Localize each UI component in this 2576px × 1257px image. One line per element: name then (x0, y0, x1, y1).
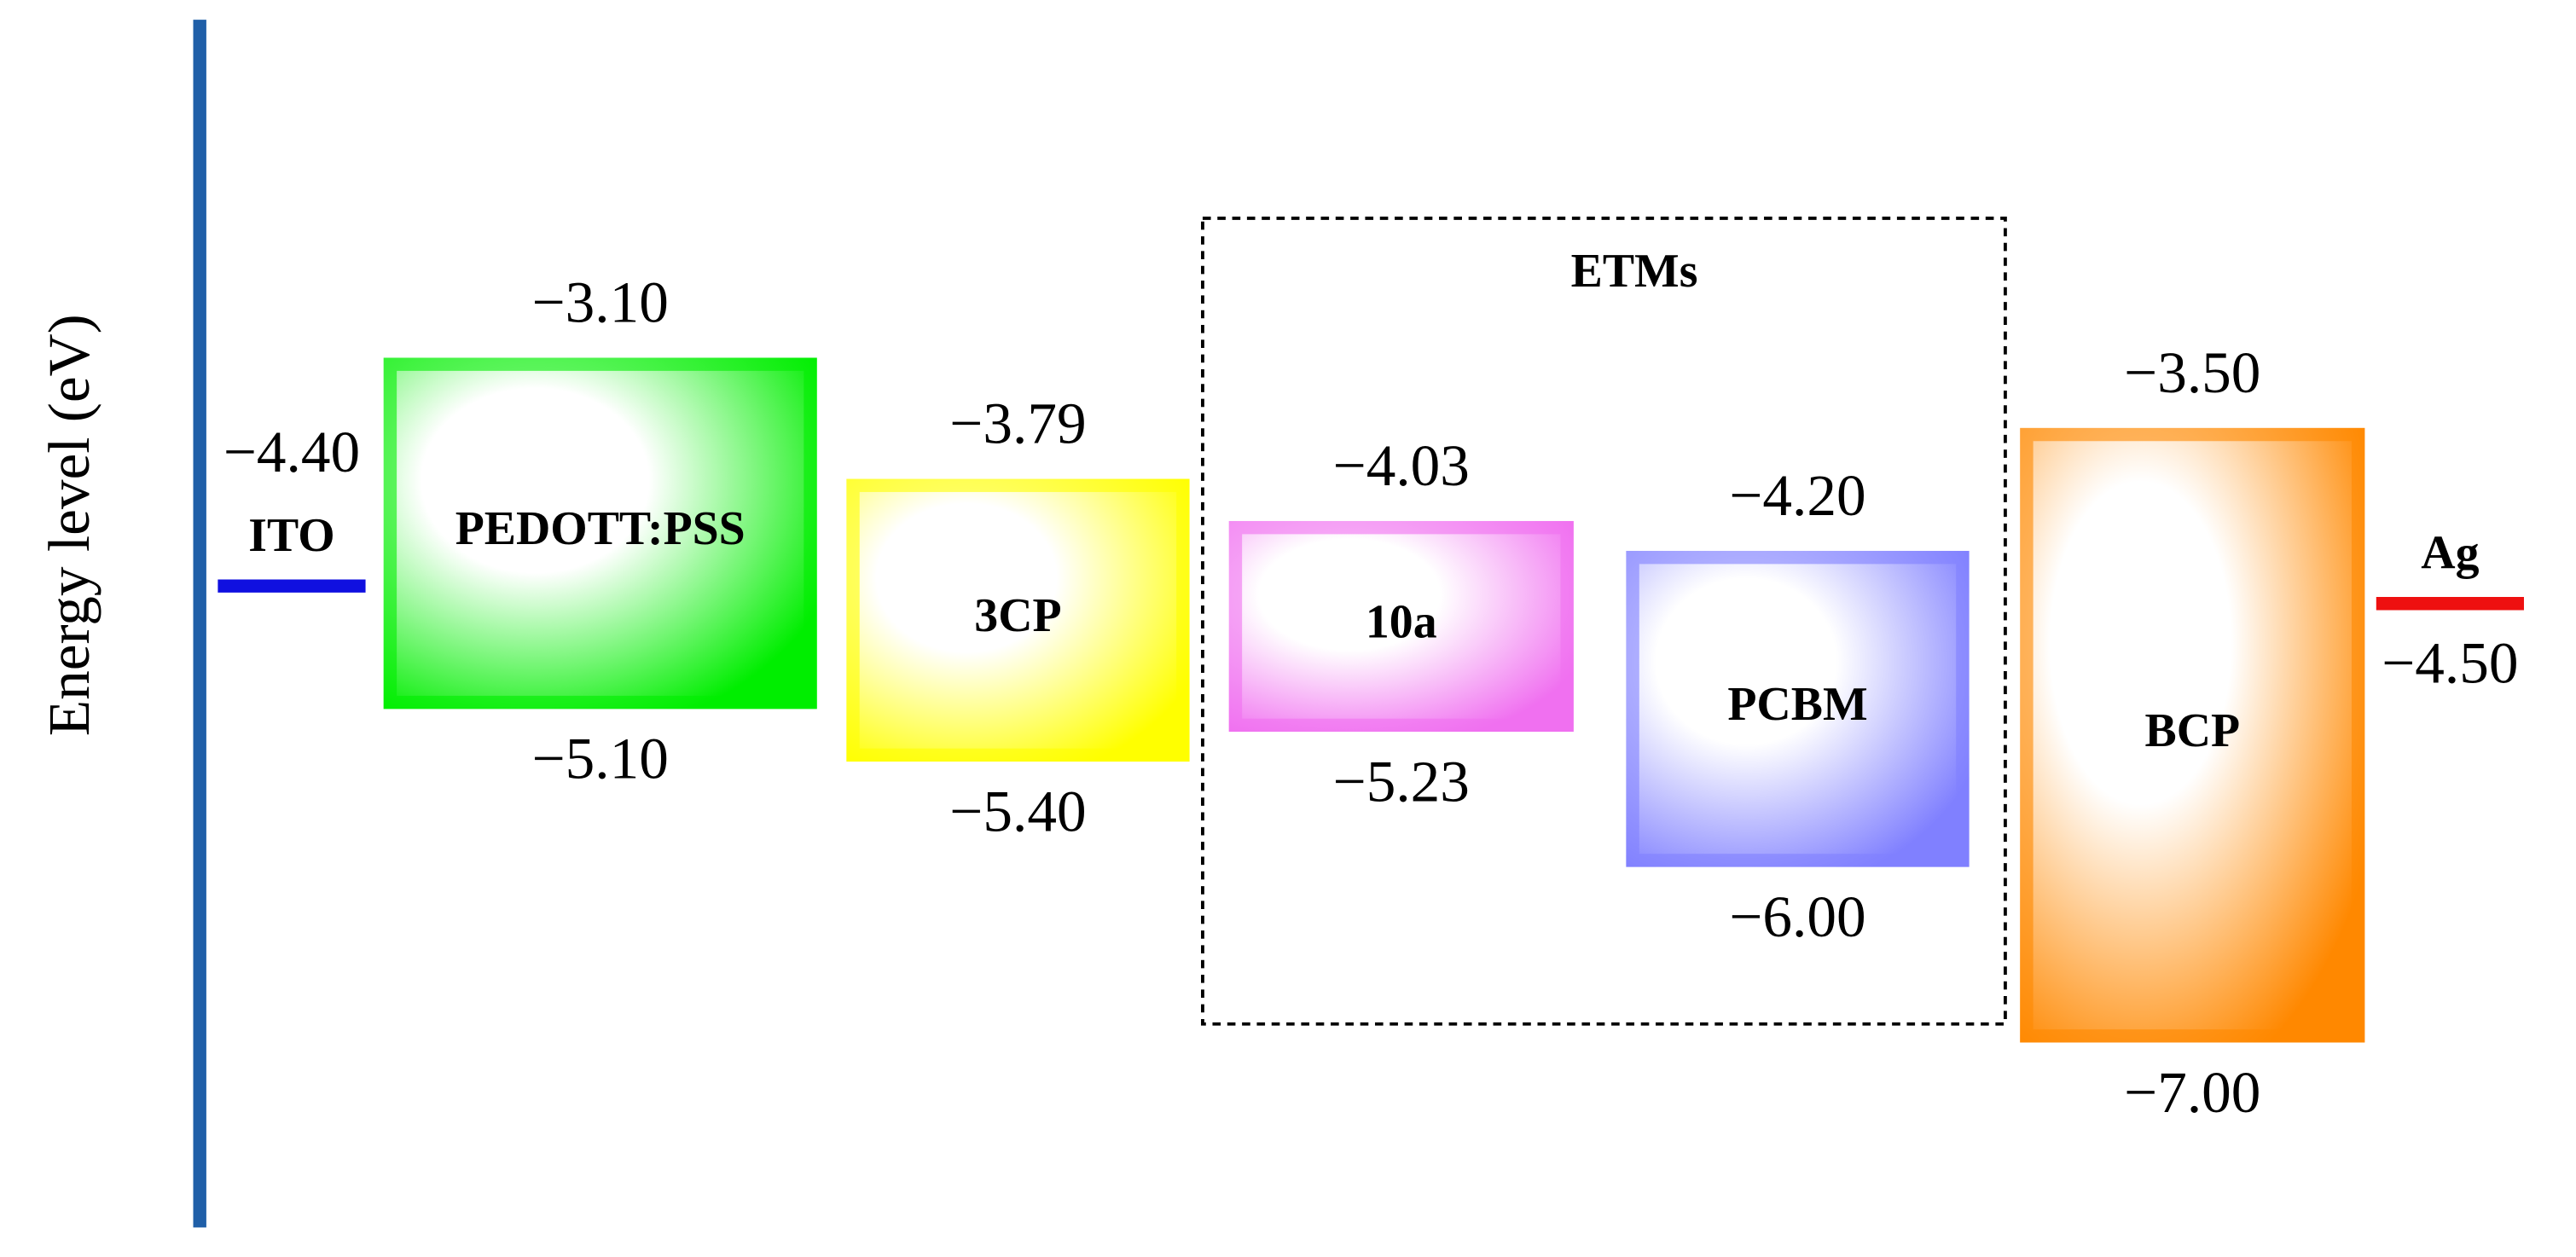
etm-group-box (1201, 217, 2007, 1026)
energy-box (1228, 520, 1574, 733)
energy-box-edge (2020, 427, 2365, 1043)
axis-label: Energy level (eV) (36, 314, 102, 736)
material-name: PCBM (1727, 678, 1867, 731)
electrode-name: ITO (248, 509, 334, 562)
energy-box (846, 478, 1190, 762)
lumo-label: −3.50 (2124, 339, 2260, 405)
energy-box (383, 357, 817, 710)
energy-box-edge (383, 357, 817, 710)
energy-box (2020, 427, 2365, 1043)
group-label: ETMs (1571, 245, 1698, 298)
material-name: 3CP (974, 589, 1061, 642)
lumo-label: −4.03 (1333, 432, 1470, 498)
material-name: BCP (2144, 704, 2240, 757)
homo-label: −5.40 (949, 778, 1086, 843)
energy-box-edge (846, 478, 1190, 762)
electrode-name: Ag (2421, 527, 2479, 580)
material-name: PEDOTT:PSS (455, 502, 746, 555)
energy-box (1626, 550, 1970, 867)
homo-label: −6.00 (1729, 883, 1865, 949)
electrode-level-label: −4.50 (2382, 630, 2518, 696)
energy-box-edge (1626, 550, 1970, 867)
lumo-label: −3.10 (532, 269, 669, 335)
lumo-label: −3.79 (949, 391, 1086, 456)
energy-box-edge (1228, 520, 1574, 733)
homo-label: −5.10 (532, 726, 669, 791)
homo-label: −5.23 (1333, 748, 1470, 814)
material-name: 10a (1366, 595, 1437, 648)
homo-label: −7.00 (2124, 1059, 2260, 1125)
electrode-level-label: −4.40 (223, 419, 360, 484)
lumo-label: −4.20 (1729, 462, 1865, 528)
